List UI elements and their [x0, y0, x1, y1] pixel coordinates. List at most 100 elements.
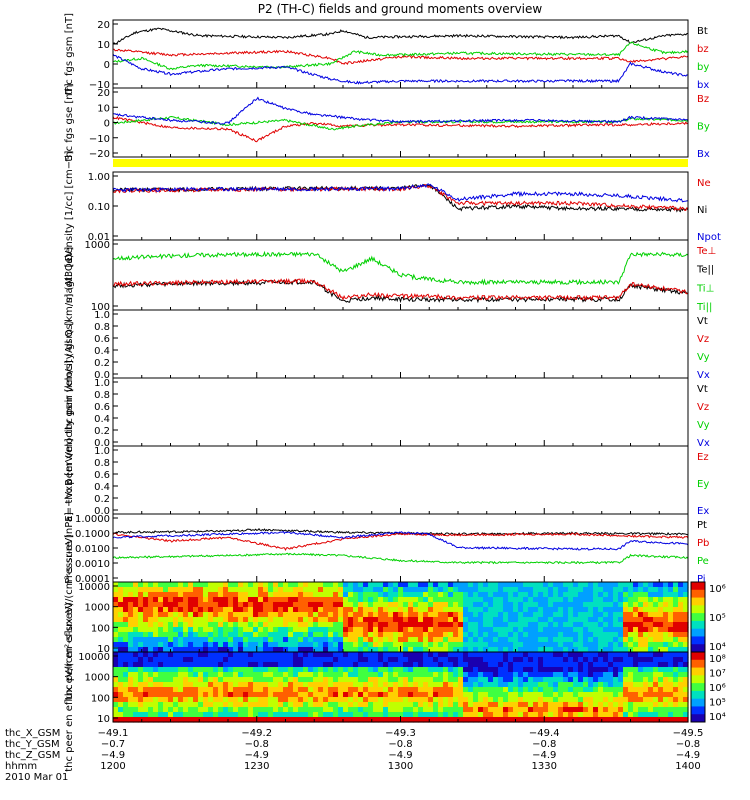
- spectrogram-cell: [123, 597, 129, 603]
- spectrogram-cell: [683, 622, 689, 628]
- date-label: 2010 Mar 01: [5, 772, 68, 783]
- spectrogram-cell: [498, 697, 504, 703]
- spectrogram-cell: [628, 662, 634, 668]
- spectrogram-cell: [403, 642, 409, 648]
- spectrogram-cell: [448, 657, 454, 663]
- spectrogram-cell: [548, 607, 554, 613]
- spectrogram-cell: [658, 687, 664, 693]
- spectrogram-cell: [618, 627, 624, 633]
- spectrogram-cell: [438, 677, 444, 683]
- spectrogram-cell: [193, 647, 199, 653]
- spectrogram-cell: [598, 707, 604, 713]
- spectrogram-cell: [653, 612, 659, 618]
- legend-entry: Pt: [697, 520, 707, 531]
- spectrogram-cell: [323, 607, 329, 613]
- spectrogram-cell: [208, 672, 214, 678]
- spectrogram-cell: [548, 672, 554, 678]
- spectrogram-cell: [448, 717, 454, 723]
- spectrogram-cell: [448, 697, 454, 703]
- spectrogram-cell: [538, 657, 544, 663]
- spectrogram-cell: [473, 657, 479, 663]
- spectrogram-cell: [328, 637, 334, 643]
- spectrogram-cell: [198, 597, 204, 603]
- spectrogram-cell: [303, 612, 309, 618]
- spectrogram-cell: [253, 622, 259, 628]
- spectrogram-cell: [448, 647, 454, 653]
- spectrogram-cell: [503, 627, 509, 633]
- spectrogram-cell: [353, 702, 359, 708]
- spectrogram-cell: [638, 637, 644, 643]
- spectrogram-cell: [328, 617, 334, 623]
- spectrogram-cell: [663, 622, 669, 628]
- x-axis-value: −4.9: [676, 750, 700, 761]
- spectrogram-cell: [423, 582, 429, 588]
- y-tick-label: 0.0010: [75, 559, 110, 570]
- spectrogram-cell: [258, 647, 264, 653]
- spectrogram-cell: [243, 667, 249, 673]
- spectrogram-cell: [643, 667, 649, 673]
- spectrogram-cell: [563, 612, 569, 618]
- spectrogram-cell: [183, 612, 189, 618]
- spectrogram-cell: [288, 642, 294, 648]
- spectrogram-cell: [458, 662, 464, 668]
- spectrogram-cell: [328, 657, 334, 663]
- spectrogram-cell: [438, 687, 444, 693]
- spectrogram-cell: [468, 692, 474, 698]
- spectrogram-cell: [593, 717, 599, 723]
- spectrogram-cell: [333, 677, 339, 683]
- spectrogram-cell: [333, 612, 339, 618]
- spectrogram-cell: [268, 672, 274, 678]
- spectrogram-cell: [503, 617, 509, 623]
- spectrogram-cell: [623, 617, 629, 623]
- spectrogram-cell: [398, 707, 404, 713]
- spectrogram-cell: [543, 597, 549, 603]
- spectrogram-cell: [643, 662, 649, 668]
- spectrogram-cell: [118, 637, 124, 643]
- spectrogram-cell: [438, 662, 444, 668]
- spectrogram-cell: [368, 667, 374, 673]
- spectrogram-cell: [558, 662, 564, 668]
- spectrogram-cell: [428, 637, 434, 643]
- spectrogram-cell: [358, 657, 364, 663]
- spectrogram-cell: [488, 717, 494, 723]
- y-tick-label: −20: [89, 149, 110, 160]
- spectrogram-cell: [533, 697, 539, 703]
- spectrogram-cell: [333, 647, 339, 653]
- spectrogram-cell: [353, 697, 359, 703]
- spectrogram-cell: [328, 607, 334, 613]
- spectrogram-cell: [428, 702, 434, 708]
- spectrogram-cell: [653, 682, 659, 688]
- spectrogram-cell: [113, 612, 119, 618]
- spectrogram-cell: [418, 667, 424, 673]
- spectrogram-cell: [553, 712, 559, 718]
- spectrogram-cell: [638, 707, 644, 713]
- spectrogram-cell: [383, 592, 389, 598]
- spectrogram-cell: [168, 582, 174, 588]
- spectrogram-cell: [268, 692, 274, 698]
- spectrogram-cell: [153, 642, 159, 648]
- spectrogram-cell: [118, 627, 124, 633]
- spectrogram-cell: [133, 602, 139, 608]
- colorbar-tick-label: 10⁴: [709, 642, 726, 653]
- spectrogram-cell: [168, 622, 174, 628]
- spectrogram-cell: [483, 652, 489, 658]
- spectrogram-cell: [223, 612, 229, 618]
- spectrogram-cell: [128, 617, 134, 623]
- spectrogram-cell: [273, 627, 279, 633]
- spectrogram-cell: [143, 692, 149, 698]
- spectrogram-cell: [338, 657, 344, 663]
- spectrogram-cell: [563, 652, 569, 658]
- series-line-bz: [113, 48, 689, 65]
- spectrogram-cell: [133, 617, 139, 623]
- series-line-Bz: [112, 115, 689, 143]
- spectrogram-cell: [438, 592, 444, 598]
- spectrogram-cell: [678, 642, 684, 648]
- spectrogram-cell: [473, 647, 479, 653]
- spectrogram-cell: [303, 647, 309, 653]
- spectrogram-cell: [193, 637, 199, 643]
- spectrogram-cell: [443, 672, 449, 678]
- spectrogram-cell: [343, 582, 349, 588]
- spectrogram-cell: [608, 607, 614, 613]
- spectrogram-cell: [613, 667, 619, 673]
- spectrogram-cell: [628, 677, 634, 683]
